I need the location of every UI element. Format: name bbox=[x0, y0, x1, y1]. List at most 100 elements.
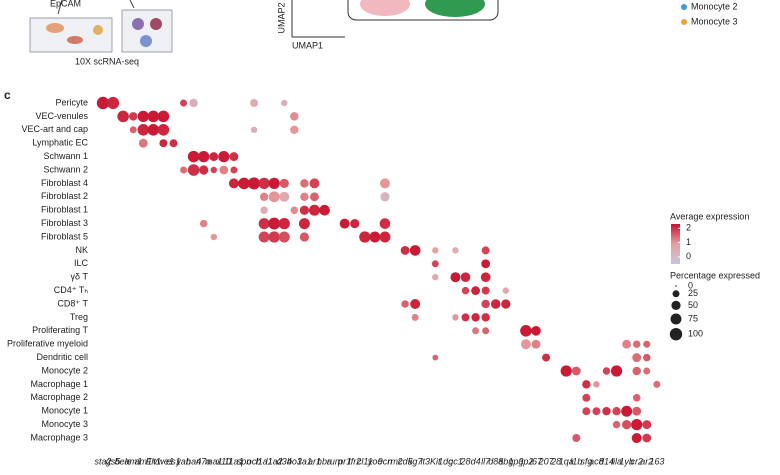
column-label: pr1 bbox=[337, 456, 351, 466]
dot bbox=[501, 299, 511, 309]
row-label: Macrophage 3 bbox=[30, 432, 88, 442]
size-key-label: 50 bbox=[688, 300, 698, 310]
size-key-label: 75 bbox=[688, 313, 698, 323]
row-label: Schwann 2 bbox=[43, 164, 88, 174]
row-label: Monocyte 1 bbox=[41, 406, 88, 416]
size-key-label: 25 bbox=[688, 288, 698, 298]
dot bbox=[279, 178, 289, 189]
row-label: Pericyte bbox=[55, 97, 88, 107]
dot bbox=[409, 245, 421, 256]
dot bbox=[642, 433, 652, 443]
dot bbox=[279, 191, 290, 202]
row-label: NK bbox=[75, 245, 88, 255]
dot bbox=[632, 353, 642, 363]
dot bbox=[290, 112, 299, 121]
dot bbox=[460, 272, 471, 283]
dot bbox=[258, 231, 270, 243]
color-tick-label: 0 bbox=[686, 251, 691, 261]
size-title: Percentage expressed bbox=[670, 270, 760, 280]
dot bbox=[632, 406, 642, 416]
dot bbox=[410, 299, 421, 309]
column-label: ac8 bbox=[589, 456, 604, 466]
row-label: Fibroblast 3 bbox=[41, 218, 88, 228]
dot bbox=[369, 231, 381, 243]
row-label: CD4⁺ Tₕ bbox=[54, 285, 89, 295]
dot bbox=[96, 96, 110, 110]
dot bbox=[653, 380, 661, 388]
column-label: sta2 bbox=[94, 456, 111, 466]
column-label: 1qa bbox=[559, 456, 574, 466]
dot bbox=[602, 406, 611, 416]
dot bbox=[450, 272, 461, 283]
dot bbox=[199, 165, 209, 175]
dot bbox=[632, 366, 641, 376]
dot bbox=[260, 206, 268, 214]
dot bbox=[461, 313, 470, 322]
dot bbox=[199, 219, 208, 228]
dot bbox=[180, 99, 188, 107]
column-label: 8b1 bbox=[498, 456, 513, 466]
column-label: rum bbox=[327, 456, 343, 466]
row-label: VEC-art and cap bbox=[21, 124, 88, 134]
dot bbox=[290, 125, 299, 135]
dot bbox=[571, 366, 581, 376]
size-key-label: 100 bbox=[688, 329, 703, 339]
dot bbox=[117, 110, 129, 123]
column-label: yab bbox=[175, 456, 191, 466]
dot bbox=[309, 178, 320, 189]
column-label: Flt1 bbox=[146, 456, 161, 466]
column-label: 9cn bbox=[378, 456, 393, 466]
dot bbox=[300, 192, 309, 202]
dot bbox=[379, 231, 391, 243]
dot bbox=[480, 272, 491, 283]
dot bbox=[359, 231, 371, 243]
column-label: rmc bbox=[388, 456, 403, 466]
column-label: 1dc bbox=[438, 456, 453, 466]
dot bbox=[481, 313, 490, 322]
row-label: VEC-venules bbox=[35, 111, 88, 121]
row-label: Fibroblast 4 bbox=[41, 178, 88, 188]
dot bbox=[379, 178, 390, 189]
column-label: 1yb bbox=[619, 456, 634, 466]
dot bbox=[180, 166, 188, 174]
dot bbox=[643, 340, 651, 348]
size-key bbox=[675, 285, 677, 287]
size-key bbox=[672, 290, 680, 298]
column-label: Ifr2 bbox=[348, 456, 361, 466]
dot bbox=[238, 177, 250, 190]
dot bbox=[612, 406, 621, 416]
dot bbox=[258, 177, 270, 190]
column-label: gs5 bbox=[106, 456, 122, 466]
column-label: cl11 bbox=[357, 456, 373, 466]
dot bbox=[300, 179, 309, 188]
dot bbox=[299, 232, 310, 242]
size-key bbox=[669, 327, 683, 341]
epcam-label: EpCAM bbox=[50, 0, 81, 8]
umap-y: UMAP2 bbox=[276, 2, 286, 33]
column-label: 163 bbox=[649, 456, 664, 466]
method-label: 10X scRNA-seq bbox=[75, 56, 139, 66]
column-label: es1 bbox=[166, 456, 181, 466]
dot bbox=[198, 150, 210, 163]
row-label: Treg bbox=[70, 312, 88, 322]
dot bbox=[582, 393, 591, 402]
dot bbox=[461, 286, 470, 295]
dot bbox=[481, 246, 490, 255]
dot bbox=[643, 367, 651, 375]
row-label: Monocyte 2 bbox=[41, 365, 88, 375]
column-label: bele bbox=[115, 456, 132, 466]
dot bbox=[209, 152, 219, 162]
dot bbox=[299, 205, 310, 215]
dot bbox=[278, 217, 290, 230]
column-label: gp3 bbox=[508, 456, 523, 466]
column-label: ll7 bbox=[481, 456, 491, 466]
column-label: l1a1 bbox=[256, 456, 273, 466]
row-label: Macrophage 2 bbox=[30, 392, 88, 402]
dot bbox=[250, 126, 258, 134]
column-label: am1 bbox=[135, 456, 153, 466]
color-title: Average expression bbox=[670, 211, 749, 221]
dot bbox=[471, 313, 480, 322]
dot bbox=[622, 419, 632, 430]
dot bbox=[187, 164, 200, 176]
